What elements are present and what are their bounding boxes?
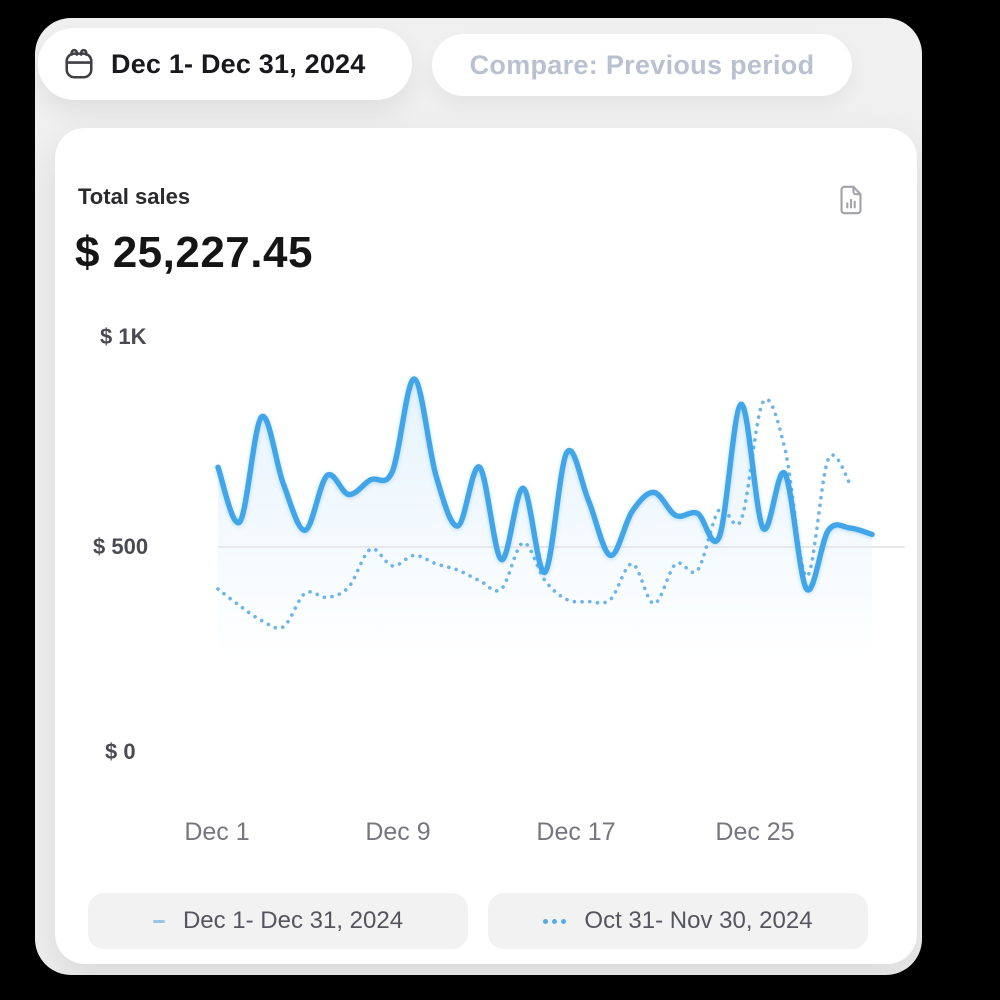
current-period-area-fill <box>218 378 872 757</box>
legend-item-previous[interactable]: Oct 31- Nov 30, 2024 <box>488 893 868 949</box>
previous-period-line <box>216 397 852 631</box>
legend-label-current: Dec 1- Dec 31, 2024 <box>182 907 404 934</box>
date-range-button[interactable]: Dec 1- Dec 31, 2024 <box>38 28 412 100</box>
total-sales-value: $ 25,227.45 <box>75 228 313 277</box>
card-title: Total sales <box>78 184 191 209</box>
total-sales-card: Total sales $ 25,227.45 $ 1K $ 500 $ 0 <box>55 128 917 964</box>
report-button[interactable] <box>829 176 873 224</box>
report-chart-icon <box>837 182 865 218</box>
legend-label-previous: Oct 31- Nov 30, 2024 <box>584 907 813 934</box>
legend-item-current[interactable]: Dec 1- Dec 31, 2024 <box>88 893 468 949</box>
date-range-label: Dec 1- Dec 31, 2024 <box>111 48 366 79</box>
x-axis-label-dec9: Dec 9 <box>365 818 431 846</box>
y-axis-label-1k: $ 1K <box>100 324 147 349</box>
compare-button[interactable]: Compare: Previous period <box>432 34 852 96</box>
current-period-line <box>215 376 875 593</box>
y-axis-label-500: $ 500 <box>93 534 149 559</box>
x-axis-label-dec25: Dec 25 <box>715 818 795 846</box>
solid-line-marker-icon <box>152 919 165 923</box>
x-axis-label-dec1: Dec 1 <box>184 818 250 846</box>
dotted-line-marker-icon <box>543 918 567 924</box>
calendar-icon <box>62 45 96 83</box>
sales-line-chart[interactable] <box>55 320 917 790</box>
y-axis-label-0: $ 0 <box>105 739 136 764</box>
sales-widget-panel: Dec 1- Dec 31, 2024 Compare: Previous pe… <box>35 18 922 975</box>
compare-label: Compare: Previous period <box>469 49 815 80</box>
x-axis-label-dec17: Dec 17 <box>536 818 616 846</box>
